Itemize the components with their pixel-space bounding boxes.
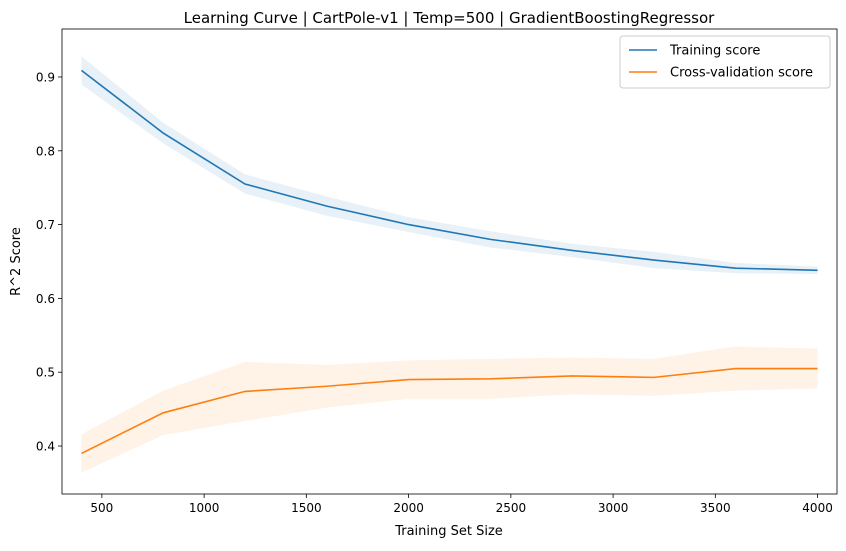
chart-title: Learning Curve | CartPole-v1 | Temp=500 … (184, 9, 716, 27)
legend-label-training: Training score (669, 44, 760, 59)
y-tick-label: 0.8 (36, 144, 55, 158)
x-tick-label: 500 (90, 501, 113, 515)
x-tick-label: 3000 (598, 501, 629, 515)
x-tick-label: 2000 (393, 501, 424, 515)
legend-box (619, 35, 831, 89)
cross-validation-score-line (81, 367, 818, 455)
cross-validation-score-band (81, 346, 818, 473)
x-tick-label: 1500 (291, 501, 322, 515)
x-axis-label: Training Set Size (394, 524, 503, 539)
y-tick-label: 0.7 (36, 218, 55, 232)
y-tick-label: 0.4 (36, 440, 55, 454)
x-tick-label: 3500 (700, 501, 731, 515)
x-axis-ticks: 500 1000 1500 2000 2500 3000 3500 4000 (90, 494, 833, 515)
series-lines (80, 69, 818, 455)
x-tick-label: 2500 (496, 501, 527, 515)
y-axis-ticks: 0.4 0.5 0.6 0.7 0.8 0.9 (36, 70, 62, 454)
training-score-band (81, 56, 818, 275)
y-tick-label: 0.9 (36, 70, 55, 84)
x-tick-label: 1000 (189, 501, 220, 515)
legend: Training score Cross-validation score (619, 35, 831, 89)
y-tick-label: 0.6 (36, 292, 55, 306)
plot-area-frame (61, 28, 838, 495)
legend-label-cross-validation: Cross-validation score (670, 66, 813, 81)
y-axis-label: R^2 Score (9, 227, 24, 296)
x-tick-label: 4000 (802, 501, 833, 515)
confidence-bands (81, 56, 818, 473)
y-tick-label: 0.5 (36, 366, 55, 380)
training-score-line (80, 69, 818, 272)
